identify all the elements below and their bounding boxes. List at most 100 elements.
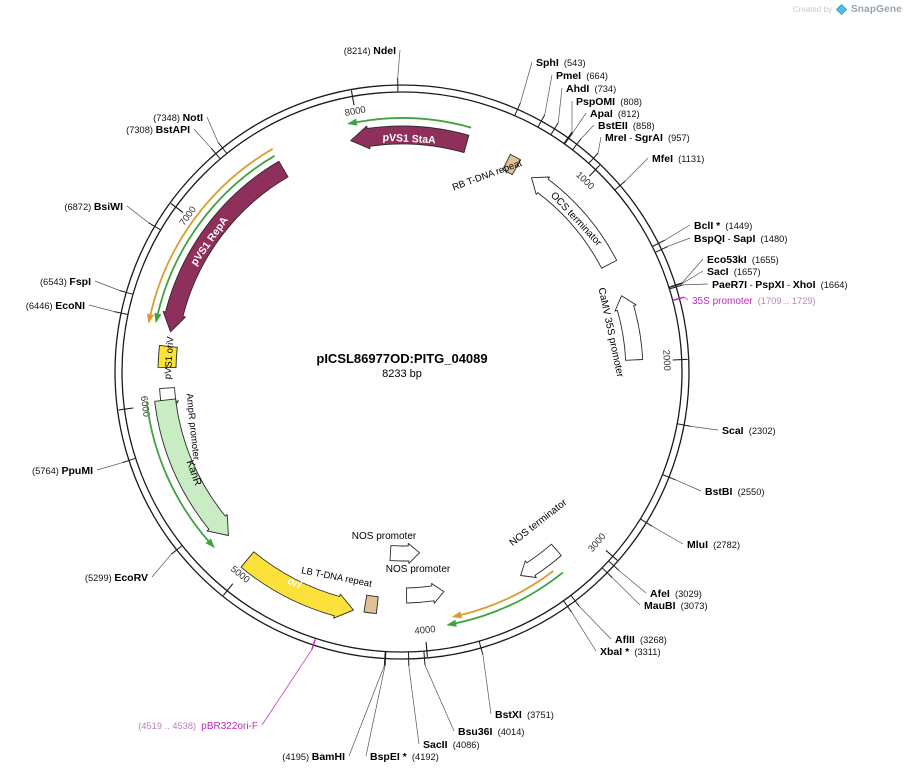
enzyme-label[interactable]: Bsu36I (4014) bbox=[458, 726, 524, 738]
enzyme-site-bstxi[interactable]: BstXI (3751) bbox=[478, 641, 554, 721]
enzyme-label[interactable]: (6872) BsiWI bbox=[64, 201, 123, 213]
feature-shape[interactable] bbox=[162, 160, 289, 333]
feature-nos-promoter[interactable] bbox=[389, 542, 420, 564]
enzyme-label[interactable]: ScaI (2302) bbox=[722, 425, 776, 437]
feature-nos-terminator[interactable] bbox=[520, 543, 562, 578]
enzyme-site-scai[interactable]: ScaI (2302) bbox=[677, 423, 776, 437]
primer-pbr322ori-f[interactable]: (4519 .. 4538) pBR322ori-F bbox=[138, 639, 316, 732]
enzyme-site-bstbi[interactable]: BstBI (2550) bbox=[662, 474, 765, 498]
primer-label[interactable]: 35S promoter (1709 .. 1729) bbox=[692, 296, 816, 307]
feature-pvs1-repa[interactable] bbox=[162, 160, 289, 333]
enzyme-site-mfei[interactable]: MfeI (1131) bbox=[614, 153, 705, 191]
enzyme-label[interactable]: (6543) FspI bbox=[40, 276, 91, 288]
enzyme-site-maubi[interactable]: MauBI (3073) bbox=[601, 567, 708, 612]
feature-shape[interactable] bbox=[614, 295, 644, 361]
enzyme-label[interactable]: SacI (1657) bbox=[707, 266, 761, 278]
feature-shape[interactable] bbox=[157, 344, 178, 369]
enzyme-label[interactable]: BclI * (1449) bbox=[694, 220, 752, 232]
enzyme-label[interactable]: MfeI (1131) bbox=[652, 153, 704, 165]
enzyme-label[interactable]: AflII (3268) bbox=[615, 634, 667, 646]
feature-label-nos-terminator[interactable]: NOS terminator bbox=[508, 497, 570, 549]
enzyme-site-mlui[interactable]: MluI (2782) bbox=[640, 518, 740, 551]
enzyme-site-bsu36i[interactable]: Bsu36I (4014) bbox=[423, 651, 525, 738]
enzyme-site-bspqi-sapi[interactable]: BspQI - SapI (1480) bbox=[654, 233, 787, 253]
enzyme-site-pmei[interactable]: PmeI (664) bbox=[537, 70, 608, 128]
enzyme-site-paer7i-pspxi-xhoi[interactable]: PaeR7I - PspXI - XhoI (1664) bbox=[669, 279, 848, 291]
enzyme-label[interactable]: (5299) EcoRV bbox=[85, 572, 148, 584]
enzyme-site-bsiwi[interactable]: (6872) BsiWI bbox=[64, 201, 161, 231]
enzyme-site-saci[interactable]: SacI (1657) bbox=[668, 266, 761, 289]
enzyme-label[interactable]: AhdI (734) bbox=[566, 83, 616, 95]
primer-label[interactable]: (4519 .. 4538) pBR322ori-F bbox=[138, 721, 258, 732]
enzyme-label[interactable]: (8214) NdeI bbox=[344, 45, 396, 57]
feature-rb-t-dna-repeat[interactable] bbox=[502, 153, 522, 176]
feature-shape[interactable] bbox=[154, 398, 229, 536]
enzyme-label[interactable]: (7308) BstAPI bbox=[126, 124, 190, 136]
enzyme-site-fspi[interactable]: (6543) FspI bbox=[40, 276, 134, 295]
enzyme-label[interactable]: BstXI (3751) bbox=[495, 709, 554, 721]
enzyme-site-xbai[interactable]: XbaI * (3311) bbox=[563, 600, 661, 658]
feature-label-ocs-terminator[interactable]: OCS terminator bbox=[548, 190, 604, 249]
enzyme-label[interactable]: BspQI - SapI (1480) bbox=[694, 233, 787, 245]
enzyme-label[interactable]: MluI (2782) bbox=[687, 539, 740, 551]
enzyme-site-bsteii[interactable]: BstEII (858) bbox=[572, 120, 655, 151]
enzyme-label[interactable]: XbaI * (3311) bbox=[600, 646, 661, 658]
feature-label-ori[interactable]: ori bbox=[286, 575, 304, 592]
feature-pvs1-oriv[interactable] bbox=[157, 344, 178, 369]
enzyme-site-afei[interactable]: AfeI (3029) bbox=[608, 560, 702, 600]
feature-label-nos-promoter[interactable]: NOS promoter bbox=[386, 564, 451, 575]
enzyme-site-aflii[interactable]: AflII (3268) bbox=[570, 594, 667, 646]
feature-camv-35s-promoter[interactable] bbox=[614, 295, 644, 361]
enzyme-site-ecorv[interactable]: (5299) EcoRV bbox=[85, 545, 183, 585]
enzyme-site-ahdi[interactable]: AhdI (734) bbox=[550, 83, 616, 136]
feature-shape[interactable] bbox=[350, 125, 470, 154]
feature-pvs1-staa[interactable] bbox=[350, 125, 470, 154]
enzyme-label[interactable]: BstBI (2550) bbox=[705, 486, 764, 498]
feature-kanr[interactable] bbox=[154, 398, 229, 536]
enzyme-label[interactable]: (4195) BamHI bbox=[282, 751, 345, 763]
feature-shape[interactable] bbox=[240, 551, 354, 619]
feature-shape[interactable] bbox=[502, 153, 522, 176]
enzyme-site-bcli[interactable]: BclI * (1449) bbox=[652, 220, 752, 247]
enzyme-site-bstapi[interactable]: (7308) BstAPI bbox=[126, 124, 221, 160]
enzyme-site-bspei[interactable]: BspEI * (4192) bbox=[365, 651, 439, 764]
feature-label-rb-t-dna-repeat[interactable]: RB T-DNA repeat bbox=[451, 158, 524, 194]
enzyme-site-sphi[interactable]: SphI (543) bbox=[514, 57, 586, 116]
feature-label-pvs1-staa[interactable]: pVS1 StaA bbox=[382, 132, 436, 147]
enzyme-label[interactable]: PmeI (664) bbox=[556, 70, 608, 82]
enzyme-site-mrei-sgrai[interactable]: MreI - SgrAI (957) bbox=[588, 132, 690, 164]
feature-shape[interactable] bbox=[520, 543, 562, 578]
feature-shape[interactable] bbox=[363, 594, 379, 615]
enzyme-label[interactable]: PspOMI (808) bbox=[576, 96, 642, 108]
enzyme-label[interactable]: AfeI (3029) bbox=[650, 588, 702, 600]
enzyme-site-pspomi[interactable]: PspOMI (808) bbox=[563, 96, 642, 144]
enzyme-label[interactable]: MauBI (3073) bbox=[644, 600, 708, 612]
enzyme-site-noti[interactable]: (7348) NotI bbox=[153, 112, 228, 154]
enzyme-label[interactable]: (7348) NotI bbox=[153, 112, 203, 124]
feature-label-nos-promoter[interactable]: NOS promoter bbox=[352, 531, 417, 542]
enzyme-label[interactable]: ApaI (812) bbox=[590, 108, 640, 120]
feature-label-pvs1-oriv[interactable]: pVS1 oriV bbox=[163, 335, 177, 379]
feature-ori[interactable] bbox=[240, 551, 354, 619]
feature-ocs-terminator[interactable] bbox=[531, 176, 618, 269]
enzyme-site-apai[interactable]: ApaI (812) bbox=[564, 108, 640, 145]
enzyme-site-ppumi[interactable]: (5764) PpuMI bbox=[32, 457, 136, 477]
feature-nos-promoter[interactable] bbox=[405, 582, 445, 604]
enzyme-label[interactable]: BspEI * (4192) bbox=[370, 751, 439, 763]
enzyme-label[interactable]: (5764) PpuMI bbox=[32, 465, 93, 477]
feature-shape[interactable] bbox=[405, 582, 445, 604]
enzyme-site-ndei[interactable]: (8214) NdeI bbox=[344, 45, 401, 93]
feature-shape[interactable] bbox=[531, 176, 618, 269]
enzyme-label[interactable]: Eco53kI (1655) bbox=[707, 254, 779, 266]
primer-35s-promoter[interactable]: 35S promoter (1709 .. 1729) bbox=[673, 296, 816, 307]
enzyme-label[interactable]: SphI (543) bbox=[536, 57, 586, 69]
enzyme-label[interactable]: MreI - SgrAI (957) bbox=[605, 132, 690, 144]
enzyme-label[interactable]: (6446) EcoNI bbox=[26, 300, 85, 312]
enzyme-label[interactable]: SacII (4086) bbox=[423, 739, 480, 751]
feature-shape[interactable] bbox=[389, 542, 420, 564]
feature-lb-t-dna-repeat[interactable] bbox=[363, 594, 379, 615]
enzyme-site-bamhi[interactable]: (4195) BamHI bbox=[282, 651, 386, 764]
enzyme-site-sacii[interactable]: SacII (4086) bbox=[408, 651, 480, 751]
enzyme-label[interactable]: PaeR7I - PspXI - XhoI (1664) bbox=[712, 279, 848, 291]
enzyme-site-econi[interactable]: (6446) EcoNI bbox=[26, 300, 129, 315]
